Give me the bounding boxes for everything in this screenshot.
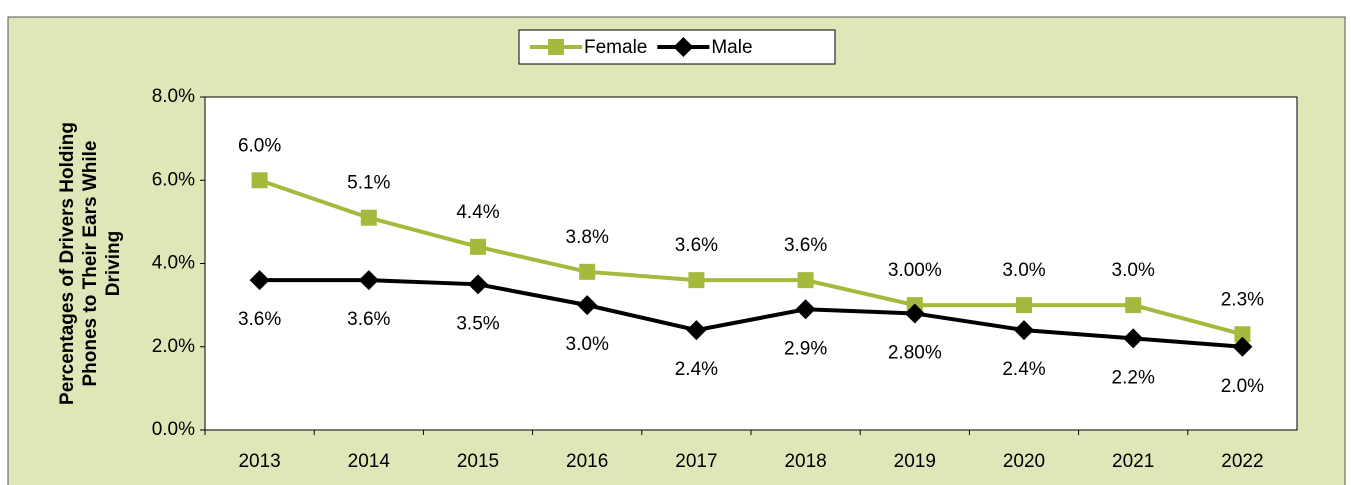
marker (673, 37, 694, 57)
data-label: 3.0% (566, 334, 609, 355)
marker (249, 270, 270, 291)
series-line (258, 178, 1243, 337)
y-tick-label: 2.0% (152, 336, 195, 357)
marker (795, 299, 816, 320)
x-tick-label: 2014 (348, 451, 391, 472)
marker (1125, 297, 1142, 314)
x-tick-label: 2022 (1221, 451, 1263, 472)
x-tick-label: 2015 (457, 451, 499, 472)
data-label: 2.4% (675, 359, 718, 380)
y-tick-label: 0.0% (152, 419, 195, 440)
data-label: 6.0% (238, 135, 281, 156)
x-tick-label: 2016 (566, 451, 608, 472)
marker (1123, 328, 1144, 349)
data-label: 2.4% (1002, 359, 1045, 380)
data-label: 2.80% (888, 342, 942, 363)
data-label: 3.5% (456, 313, 499, 334)
data-label: 2.0% (1221, 376, 1264, 397)
data-label: 3.6% (675, 235, 718, 256)
data-label: 2.3% (1221, 289, 1264, 310)
marker (797, 272, 814, 289)
marker (358, 270, 379, 291)
plot-area (204, 96, 1298, 431)
marker (251, 172, 268, 189)
marker (577, 295, 598, 316)
marker (360, 209, 377, 226)
marker (688, 272, 705, 289)
marker (470, 238, 486, 255)
x-tick-label: 2018 (784, 451, 826, 472)
marker (904, 303, 925, 324)
data-label: 5.1% (347, 173, 390, 194)
series-line (259, 278, 1243, 349)
data-label: 3.6% (784, 235, 827, 256)
marker (579, 263, 596, 280)
x-tick-label: 2020 (1003, 451, 1045, 472)
y-tick-label: 6.0% (152, 169, 195, 190)
y-tick-label: 8.0% (152, 86, 195, 107)
y-tick-label: 4.0% (152, 253, 195, 274)
data-label: 4.4% (456, 202, 499, 223)
data-label: 3.6% (238, 309, 281, 330)
data-label: 2.9% (784, 338, 827, 359)
legend-label: Female (584, 37, 647, 58)
data-label: 2.2% (1112, 367, 1155, 388)
data-label: 3.8% (566, 227, 609, 248)
y-axis-label: Driving (103, 231, 124, 296)
x-tick-label: 2013 (238, 451, 280, 472)
y-axis-label: Percentages of Drivers Holding (57, 122, 78, 405)
y-axis-label: Phones to Their Ears While (80, 141, 101, 387)
marker (1232, 336, 1253, 357)
data-label: 3.00% (888, 260, 942, 281)
legend-label: Male (711, 37, 752, 58)
x-tick-label: 2019 (894, 451, 936, 472)
data-label: 3.0% (1112, 260, 1155, 281)
marker (548, 39, 564, 55)
x-tick-label: 2017 (675, 451, 717, 472)
marker (686, 320, 707, 341)
data-label: 3.0% (1002, 260, 1045, 281)
marker (1016, 297, 1032, 314)
data-label: 3.6% (347, 309, 390, 330)
marker (1014, 320, 1034, 341)
x-tick-label: 2021 (1112, 451, 1154, 472)
marker (1234, 326, 1251, 343)
marker (468, 274, 488, 295)
